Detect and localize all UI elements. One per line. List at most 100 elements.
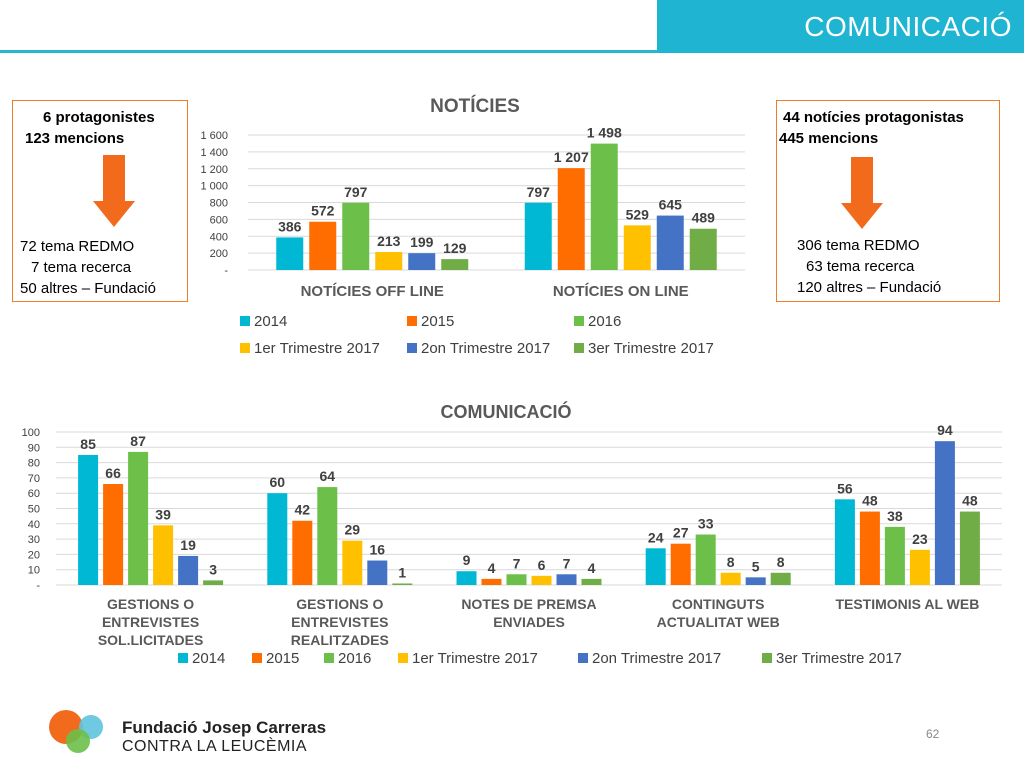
data-label: 33 bbox=[698, 516, 714, 532]
data-label: 48 bbox=[962, 493, 978, 509]
legend-swatch bbox=[574, 343, 584, 353]
bar bbox=[834, 499, 855, 585]
data-label: 87 bbox=[130, 433, 146, 449]
data-label: 42 bbox=[295, 502, 311, 518]
category-label: CONTINGUTS bbox=[672, 596, 765, 612]
bar bbox=[656, 215, 684, 270]
bar bbox=[531, 575, 552, 585]
legend-swatch bbox=[407, 343, 417, 353]
down-arrow-icon bbox=[841, 157, 883, 229]
bar bbox=[645, 548, 666, 585]
data-label: 94 bbox=[937, 422, 953, 438]
bar bbox=[720, 572, 741, 585]
left-box-line-1: 72 tema REDMO bbox=[20, 238, 135, 255]
category-label: ENVIADES bbox=[493, 614, 565, 630]
chart-title: NOTÍCIES bbox=[430, 95, 520, 117]
bar bbox=[884, 526, 905, 585]
slide-title-banner: COMUNICACIÓ bbox=[657, 0, 1024, 53]
data-label: 23 bbox=[912, 531, 928, 547]
data-label: 129 bbox=[443, 240, 467, 256]
data-label: 19 bbox=[180, 537, 196, 553]
bar bbox=[408, 253, 436, 270]
right-box-line-1: 306 tema REDMO bbox=[797, 237, 920, 254]
y-tick-label: 80 bbox=[28, 458, 40, 470]
bar bbox=[959, 511, 980, 585]
legend-label: 2015 bbox=[266, 650, 299, 667]
legend-label: 1er Trimestre 2017 bbox=[412, 650, 538, 667]
data-label: 64 bbox=[320, 468, 336, 484]
data-label: 7 bbox=[513, 555, 521, 571]
y-tick-label: 60 bbox=[28, 488, 40, 500]
y-tick-label: 50 bbox=[28, 504, 40, 516]
left-box-line-2: 7 tema recerca bbox=[31, 259, 132, 276]
chart-title: COMUNICACIÓ bbox=[441, 401, 572, 422]
data-label: 797 bbox=[527, 184, 551, 200]
legend-swatch bbox=[407, 316, 417, 326]
data-label: 29 bbox=[345, 522, 361, 538]
right-box-line-2: 63 tema recerca bbox=[806, 258, 915, 275]
legend-swatch bbox=[398, 653, 408, 663]
data-label: 489 bbox=[692, 210, 716, 226]
bar bbox=[623, 225, 651, 270]
bar bbox=[745, 577, 766, 585]
bar bbox=[153, 525, 174, 585]
data-label: 48 bbox=[862, 493, 878, 509]
data-label: 6 bbox=[538, 557, 546, 573]
bar bbox=[695, 534, 716, 585]
data-label: 529 bbox=[626, 206, 650, 222]
bar bbox=[203, 580, 224, 585]
org-name: Fundació Josep Carreras bbox=[122, 718, 327, 737]
data-label: 7 bbox=[563, 555, 571, 571]
y-tick-label: 100 bbox=[22, 427, 40, 439]
bar bbox=[178, 555, 199, 585]
legend-label: 2014 bbox=[192, 650, 225, 667]
left-box-line-3: 50 altres – Fundació bbox=[20, 280, 156, 297]
header-rule bbox=[0, 50, 660, 53]
bar bbox=[78, 454, 99, 585]
data-label: 572 bbox=[311, 203, 335, 219]
y-tick-label: - bbox=[224, 265, 228, 277]
data-label: 9 bbox=[463, 552, 471, 568]
right-box-head2: 445 mencions bbox=[779, 130, 879, 147]
legend-label: 2014 bbox=[254, 313, 287, 330]
legend-swatch bbox=[574, 316, 584, 326]
bar bbox=[367, 560, 388, 585]
legend-swatch bbox=[762, 653, 772, 663]
data-label: 56 bbox=[837, 480, 853, 496]
data-label: 1 207 bbox=[554, 149, 589, 165]
right-box-line-3: 120 altres – Fundació bbox=[797, 279, 942, 296]
data-label: 645 bbox=[659, 197, 683, 213]
legend-label: 2016 bbox=[588, 313, 621, 330]
legend-label: 2on Trimestre 2017 bbox=[592, 650, 721, 667]
y-tick-label: 40 bbox=[28, 519, 40, 531]
left-box-head1: 6 protagonistes bbox=[43, 109, 155, 126]
legend-swatch bbox=[324, 653, 334, 663]
data-label: 1 bbox=[398, 564, 406, 580]
data-label: 8 bbox=[727, 554, 735, 570]
bar bbox=[670, 543, 691, 585]
bar bbox=[556, 574, 577, 585]
legend-swatch bbox=[240, 343, 250, 353]
y-tick-label: 600 bbox=[210, 214, 228, 226]
category-label: SOL.LICITADES bbox=[98, 632, 204, 648]
category-label: ACTUALITAT WEB bbox=[657, 614, 780, 630]
data-label: 60 bbox=[270, 474, 286, 490]
bar bbox=[441, 259, 469, 270]
data-label: 4 bbox=[488, 560, 496, 576]
bar bbox=[392, 583, 413, 585]
data-label: 16 bbox=[370, 542, 386, 558]
bar bbox=[934, 441, 955, 585]
bar bbox=[770, 572, 791, 585]
bar bbox=[557, 168, 585, 270]
bar bbox=[581, 578, 602, 585]
legend-label: 3er Trimestre 2017 bbox=[588, 340, 714, 357]
noticies-chart: NOTÍCIES - 200 400 600 800 1 000 1 200 1 400 1 60… bbox=[200, 95, 745, 357]
data-label: 3 bbox=[209, 561, 217, 577]
bar bbox=[689, 228, 717, 270]
legend-label: 1er Trimestre 2017 bbox=[254, 340, 380, 357]
data-label: 66 bbox=[105, 465, 121, 481]
legend-swatch bbox=[240, 316, 250, 326]
data-label: 199 bbox=[410, 234, 434, 250]
legend-swatch bbox=[178, 653, 188, 663]
legend-label: 2015 bbox=[421, 313, 454, 330]
